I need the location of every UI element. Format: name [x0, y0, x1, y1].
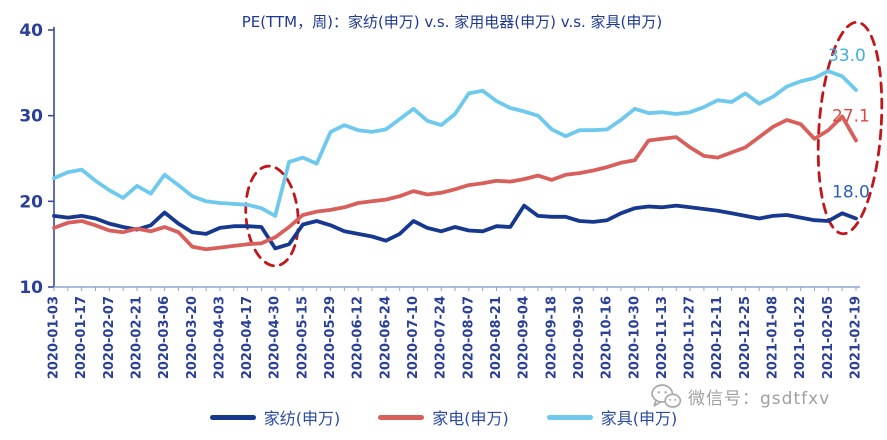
x-tick-label: 2020-11-27: [683, 296, 698, 379]
y-tick-label: 40: [19, 21, 43, 41]
watermark-text: 微信号：gsdtfxv: [688, 389, 831, 409]
x-tick-label: 2020-11-13: [655, 296, 670, 379]
x-tick-label: 2020-12-25: [738, 296, 753, 379]
x-tick-label: 2020-05-15: [295, 296, 310, 379]
legend-swatch-0: [209, 414, 256, 420]
plot-area: 10 20 30 40 2020-01-03 2020-01-17 2020-02-07 20…: [19, 20, 884, 379]
x-tick-label: 2020-01-03: [47, 296, 62, 379]
x-tick-label: 2020-08-21: [489, 296, 504, 379]
y-tick-label: 20: [19, 192, 43, 212]
legend-label-1: 家电(申万): [432, 409, 509, 428]
legend-item-1: 家电(申万): [378, 405, 509, 429]
x-tick-label: 2020-07-10: [406, 296, 421, 379]
series-line-0: [52, 203, 858, 251]
x-tick-label: 2020-04-30: [268, 296, 283, 379]
x-tick-label: 2021-02-05: [821, 296, 836, 379]
series-line-1: [52, 114, 858, 252]
x-tick-label: 2021-01-08: [766, 296, 781, 379]
x-tick-label: 2021-01-22: [793, 296, 808, 379]
x-tick-label: 2021-02-19: [849, 296, 864, 379]
y-tick-label: 30: [19, 107, 43, 127]
legend-label-2: 家具(申万): [600, 409, 678, 428]
x-tick-label: 2020-12-11: [710, 296, 725, 379]
y-tick-label: 10: [19, 278, 43, 298]
x-tick-label: 2020-06-12: [351, 296, 366, 379]
highlight-ellipse-0: [244, 164, 300, 268]
end-value-label-0: 18.0: [832, 182, 870, 202]
x-tick-label: 2020-01-17: [74, 296, 89, 379]
legend-label-0: 家纺(申万): [263, 409, 341, 428]
x-tick-label: 2020-02-07: [102, 296, 117, 379]
x-tick-label: 2020-05-29: [323, 296, 338, 379]
watermark: 微信号：gsdtfxv: [650, 383, 830, 410]
legend-swatch-2: [546, 414, 593, 420]
x-tick-label: 2020-04-17: [240, 296, 255, 379]
x-tick-label: 2020-03-06: [157, 296, 172, 379]
wechat-icon: [651, 384, 682, 408]
x-tick-label: 2020-06-24: [378, 296, 393, 379]
end-value-label-1: 27.1: [832, 107, 870, 127]
x-tick-label: 2020-07-24: [434, 296, 449, 379]
end-value-label-2: 33.0: [828, 46, 866, 66]
x-tick-label: 2020-04-03: [212, 296, 227, 379]
x-tick-label: 2020-10-16: [600, 296, 615, 379]
chart-title: PE(TTM，周)：家纺(申万) v.s. 家用电器(申万) v.s. 家具(申…: [242, 13, 663, 31]
x-tick-label: 2020-03-20: [185, 296, 200, 379]
legend: 家纺(申万) 家电(申万) 家具(申万): [0, 405, 887, 429]
highlight-ellipse-1: [816, 20, 884, 236]
x-tick-label: 2020-08-07: [461, 296, 476, 379]
x-tick-label: 2020-09-04: [517, 296, 532, 379]
x-tick-label: 2020-02-21: [129, 296, 144, 379]
x-tick-label: 2020-09-18: [544, 296, 559, 379]
x-tick-label: 2020-10-30: [627, 296, 642, 379]
legend-item-2: 家具(申万): [546, 405, 678, 429]
series-line-2: [52, 69, 858, 218]
x-tick-label: 2020-09-30: [572, 296, 587, 379]
legend-swatch-1: [378, 414, 425, 420]
legend-item-0: 家纺(申万): [209, 405, 341, 429]
